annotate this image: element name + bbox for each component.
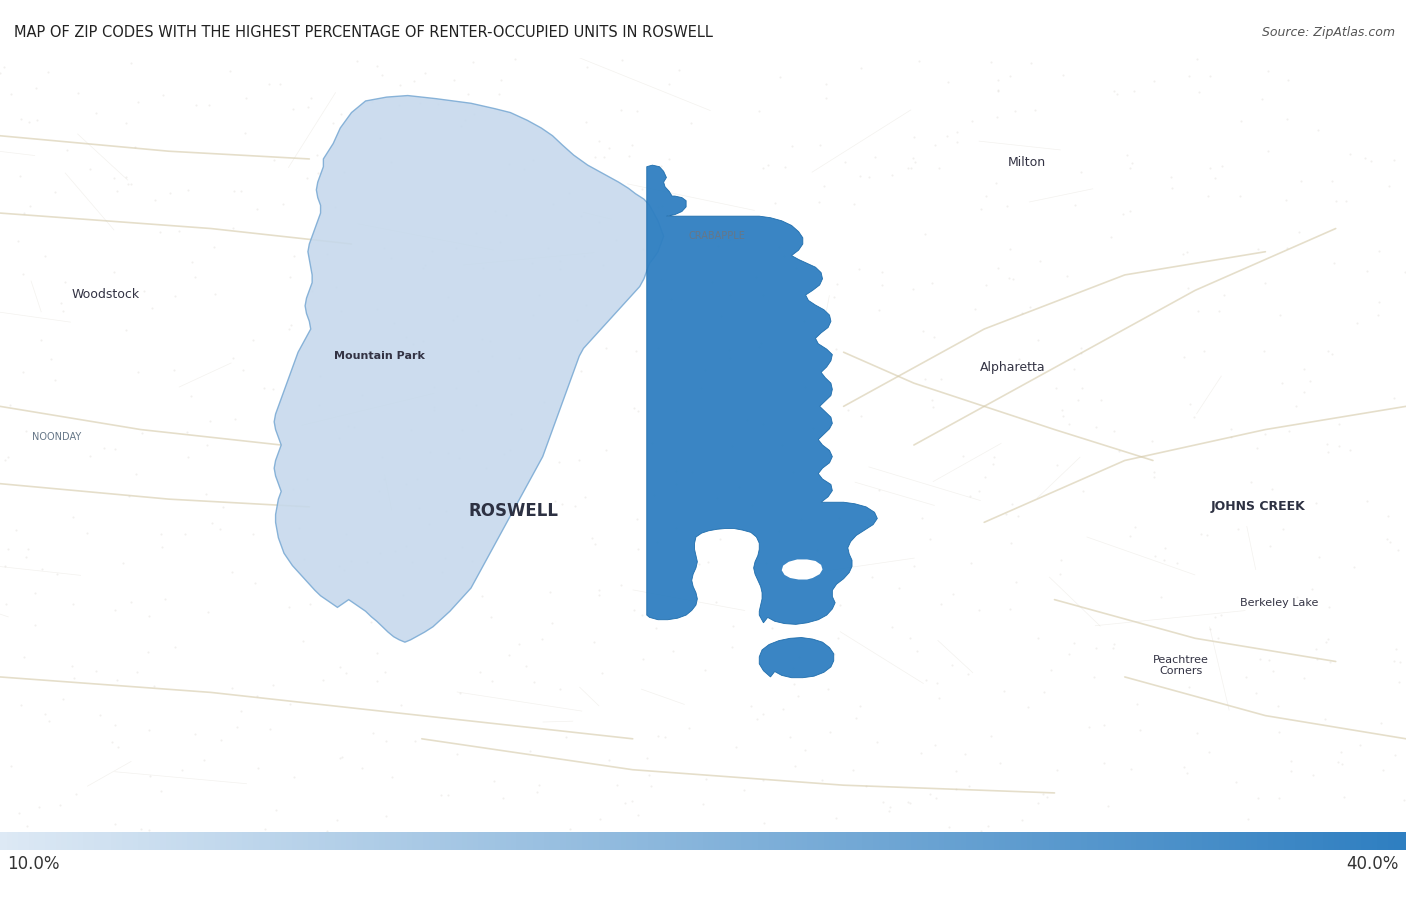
Text: Berkeley Lake: Berkeley Lake	[1240, 599, 1319, 609]
Text: ROSWELL: ROSWELL	[468, 502, 558, 520]
Text: Source: ZipAtlas.com: Source: ZipAtlas.com	[1261, 26, 1395, 39]
Polygon shape	[759, 637, 834, 678]
Text: Milton: Milton	[1007, 156, 1046, 169]
Polygon shape	[782, 559, 823, 580]
Text: 40.0%: 40.0%	[1347, 855, 1399, 874]
Text: Woodstock: Woodstock	[72, 288, 139, 301]
Polygon shape	[647, 165, 877, 625]
Text: Mountain Park: Mountain Park	[335, 352, 425, 361]
Polygon shape	[274, 95, 664, 642]
Text: 10.0%: 10.0%	[7, 855, 59, 874]
Text: CRABAPPLE: CRABAPPLE	[689, 231, 745, 241]
Text: NOONDAY: NOONDAY	[31, 432, 82, 442]
Text: MAP OF ZIP CODES WITH THE HIGHEST PERCENTAGE OF RENTER-OCCUPIED UNITS IN ROSWELL: MAP OF ZIP CODES WITH THE HIGHEST PERCEN…	[14, 24, 713, 40]
Text: JOHNS CREEK: JOHNS CREEK	[1211, 501, 1306, 513]
Text: Alpharetta: Alpharetta	[980, 361, 1045, 374]
Text: Peachtree
Corners: Peachtree Corners	[1153, 654, 1209, 676]
